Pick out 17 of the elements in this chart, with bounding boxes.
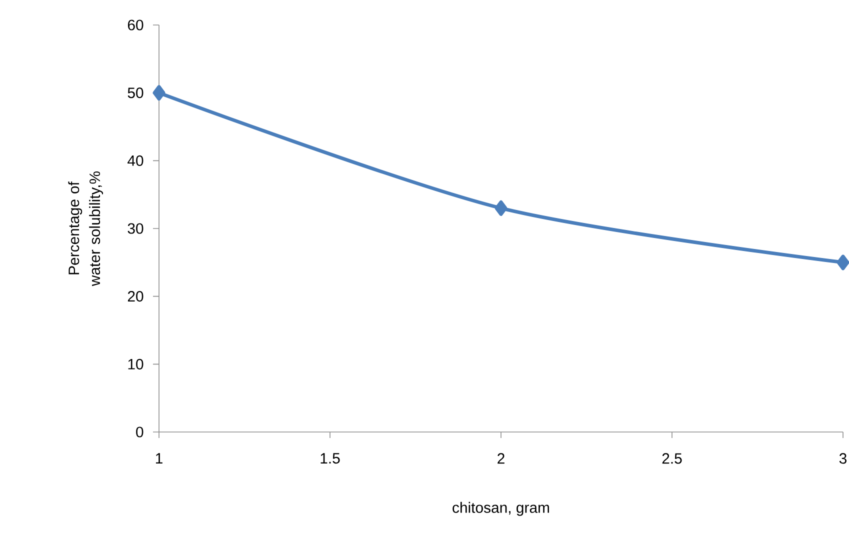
x-axis-title: chitosan, gram [452,502,549,516]
x-tick-label: 2.5 [662,453,682,464]
y-tick-label: 30 [128,223,144,234]
x-tick-label: 1.5 [320,453,340,464]
x-tick-label: 3 [839,453,847,464]
y-tick-label: 20 [128,291,144,302]
y-tick-label: 50 [128,88,144,98]
y-axis-title: Percentage of water solubility,% [68,171,104,286]
y-tick-label: 60 [128,20,144,30]
x-tick-label: 2 [498,453,504,464]
y-tick-label: 10 [128,358,144,370]
point [836,254,849,270]
y-tick-label: 0 [136,426,144,438]
y-tick-label: 40 [128,155,144,166]
point [494,200,508,216]
point [152,85,166,101]
x-tick-label: 1 [156,453,162,464]
